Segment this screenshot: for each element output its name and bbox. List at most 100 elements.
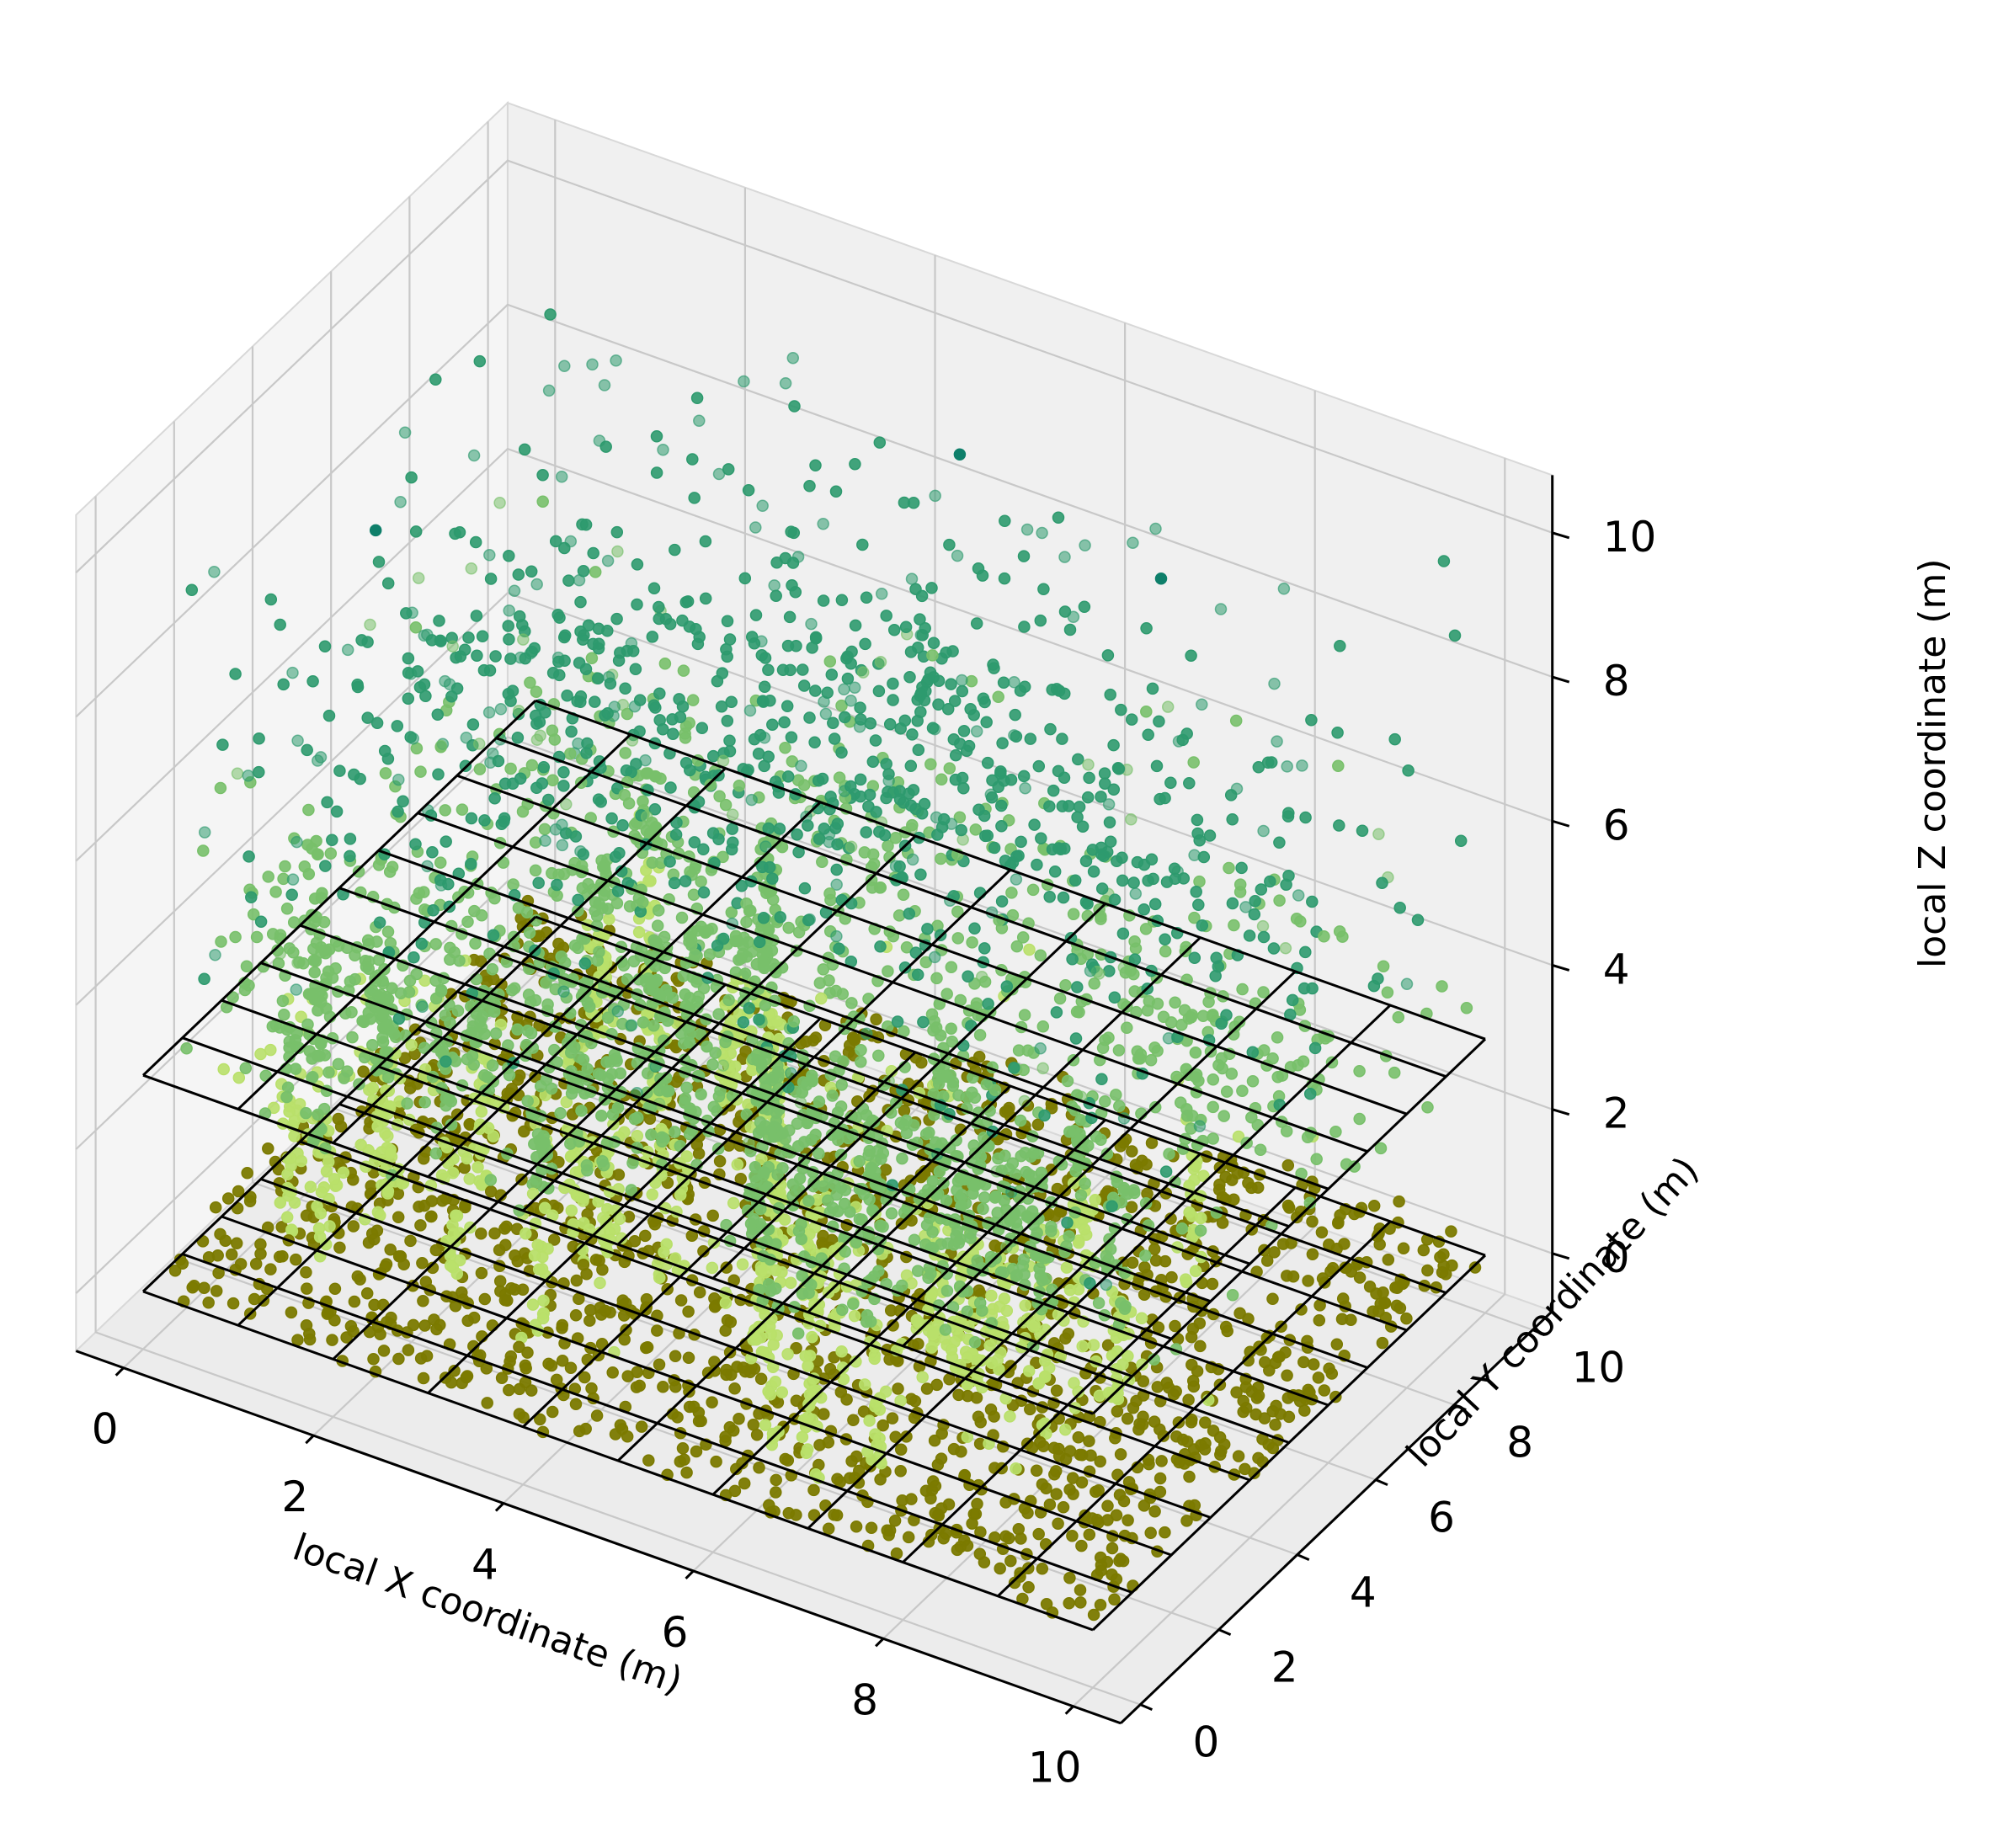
data-point bbox=[786, 351, 800, 365]
data-point bbox=[601, 625, 614, 637]
data-point bbox=[860, 826, 872, 839]
data-point bbox=[461, 1152, 473, 1165]
data-point bbox=[405, 1039, 418, 1052]
data-point bbox=[1059, 979, 1072, 992]
data-point bbox=[587, 546, 599, 560]
data-point bbox=[1131, 855, 1144, 869]
data-point bbox=[606, 1108, 620, 1121]
grid-line-z bbox=[75, 303, 1553, 718]
data-point bbox=[1318, 1384, 1331, 1397]
data-point bbox=[1036, 1020, 1050, 1033]
data-point bbox=[756, 695, 770, 707]
data-point bbox=[397, 795, 409, 808]
data-point bbox=[1050, 1006, 1063, 1019]
data-point bbox=[818, 823, 831, 835]
data-point bbox=[1083, 1528, 1096, 1542]
data-point bbox=[1331, 727, 1344, 739]
grid-line-y bbox=[251, 346, 1298, 1556]
data-point bbox=[1257, 824, 1270, 838]
data-point bbox=[1074, 1584, 1087, 1596]
data-point bbox=[985, 1289, 998, 1302]
data-point bbox=[1367, 979, 1381, 993]
data-point bbox=[473, 763, 487, 775]
data-point bbox=[891, 1015, 904, 1028]
data-point bbox=[583, 1314, 596, 1327]
data-point bbox=[1068, 874, 1082, 887]
data-point bbox=[754, 1372, 768, 1385]
data-point bbox=[589, 904, 601, 918]
data-point bbox=[929, 489, 941, 503]
data-point bbox=[1195, 1439, 1207, 1451]
data-point bbox=[1245, 1110, 1258, 1124]
data-point bbox=[976, 1304, 988, 1318]
data-point bbox=[1111, 1405, 1124, 1418]
data-point bbox=[1148, 1504, 1161, 1518]
data-point bbox=[1053, 992, 1067, 1005]
data-point bbox=[1252, 1389, 1265, 1403]
data-point bbox=[865, 1315, 877, 1328]
data-point bbox=[1021, 1044, 1035, 1057]
data-point bbox=[939, 1070, 952, 1083]
data-point bbox=[866, 755, 880, 769]
data-point bbox=[935, 1502, 948, 1515]
data-point bbox=[1299, 945, 1312, 959]
data-point bbox=[453, 525, 466, 539]
data-point bbox=[894, 1443, 908, 1456]
data-point bbox=[598, 379, 611, 391]
data-point bbox=[1392, 1011, 1405, 1024]
data-point bbox=[784, 1276, 797, 1290]
data-point bbox=[1026, 883, 1040, 897]
data-point bbox=[279, 860, 291, 873]
data-point bbox=[931, 828, 944, 841]
data-point bbox=[611, 545, 624, 558]
data-point bbox=[1103, 965, 1116, 977]
data-point bbox=[900, 1114, 913, 1127]
data-point bbox=[1152, 1321, 1165, 1334]
data-point bbox=[752, 1126, 765, 1139]
data-point bbox=[1142, 874, 1154, 887]
data-point bbox=[1436, 980, 1448, 993]
data-point bbox=[542, 384, 556, 397]
data-point bbox=[1162, 1032, 1175, 1045]
data-point bbox=[882, 965, 894, 977]
data-point bbox=[1140, 622, 1153, 635]
data-point bbox=[1092, 1483, 1105, 1497]
data-point bbox=[1095, 1073, 1108, 1086]
data-point bbox=[1067, 908, 1080, 921]
data-point bbox=[657, 1381, 669, 1393]
data-point bbox=[1388, 1066, 1401, 1079]
data-point bbox=[429, 373, 442, 386]
data-point bbox=[1010, 1462, 1022, 1475]
data-point bbox=[860, 1108, 873, 1121]
data-point bbox=[993, 1300, 1006, 1313]
data-point bbox=[1063, 1596, 1075, 1610]
data-point bbox=[1252, 1451, 1265, 1465]
data-point bbox=[461, 915, 474, 929]
data-point bbox=[1028, 818, 1041, 831]
data-point bbox=[1243, 929, 1256, 942]
data-point bbox=[951, 1224, 964, 1238]
data-point bbox=[803, 913, 816, 926]
data-point bbox=[872, 684, 886, 698]
data-point bbox=[717, 1059, 730, 1072]
data-point bbox=[551, 651, 565, 664]
data-point bbox=[1087, 1339, 1100, 1351]
data-point bbox=[924, 758, 937, 770]
data-point bbox=[556, 1318, 569, 1332]
data-point bbox=[925, 1008, 939, 1021]
data-point bbox=[863, 1414, 876, 1427]
data-point bbox=[758, 759, 770, 773]
data-point bbox=[723, 734, 736, 747]
data-point bbox=[537, 760, 551, 774]
data-point bbox=[791, 1327, 805, 1340]
data-point bbox=[1255, 883, 1268, 896]
data-point bbox=[1072, 753, 1084, 766]
data-point bbox=[573, 573, 586, 587]
data-point bbox=[1310, 1153, 1323, 1165]
data-point bbox=[695, 875, 707, 888]
data-point bbox=[720, 643, 733, 656]
data-point bbox=[364, 618, 376, 631]
data-point bbox=[1189, 1159, 1202, 1173]
data-point bbox=[1066, 1472, 1079, 1484]
data-point bbox=[650, 466, 663, 479]
